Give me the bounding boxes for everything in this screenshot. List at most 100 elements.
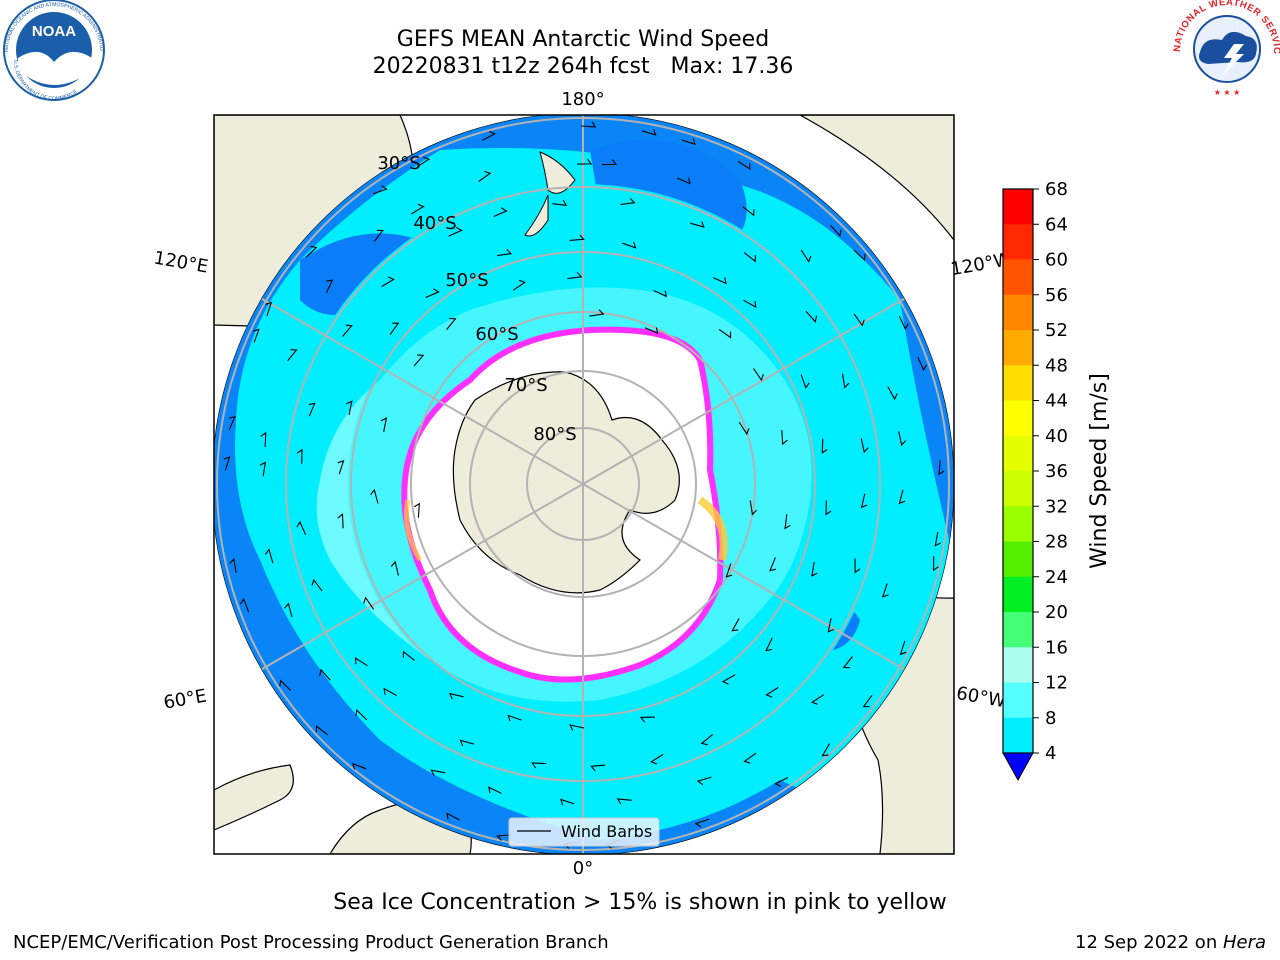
wind-barb [531,762,547,769]
wind-barb [694,818,710,828]
wind-barb [650,753,664,765]
colorbar-segment [1003,682,1033,719]
wind-barb [841,373,850,389]
wind-barb [821,438,828,454]
wind-barb [497,249,513,257]
wind-barb [577,158,593,165]
wind-barb [355,708,368,721]
wind-barb [589,309,605,317]
wind-barb [811,561,818,577]
colorbar-tick-label: 44 [1045,391,1068,412]
wind-barb [342,324,353,337]
wind-barb [446,812,460,821]
wind-barb [899,640,907,656]
wind-barb [569,234,585,241]
wind-barb [743,299,757,309]
wind-barb [765,686,779,698]
wind-barb [743,252,756,263]
lon-label-180: 180° [561,89,604,110]
cloud-icon [1199,31,1257,64]
wind-barb [228,416,236,430]
wind-barb [590,764,606,772]
wind-barb [279,679,291,691]
wind-barb [810,694,825,705]
wind-barb [601,159,618,166]
wind-barb [854,558,861,574]
colorbar-tick-label: 20 [1045,602,1068,623]
colorbar-segment [1003,576,1033,613]
sea-ice-caption: Sea Ice Concentration > 15% is shown in … [333,890,947,915]
wind-barb [325,279,334,294]
wind-barb [337,513,344,529]
wind-barb [229,558,237,574]
lon-label-60w: 60°W [955,683,1008,712]
wind-barb [287,349,298,362]
wind-barb [898,315,909,331]
wind-barb [644,327,659,335]
wind-barb [800,374,810,389]
wind-barb [425,288,440,299]
colorbar-label: Wind Speed [m/s] [1087,373,1112,569]
footer-credit: NCEP/EMC/Verification Post Processing Pr… [13,932,609,953]
wind-barb [881,583,889,598]
colorbar-segment [1003,647,1033,683]
colorbar-segment [1003,330,1033,366]
nws-logo: NATIONAL WEATHER SERVICE ★ ★ ★ [0,0,1280,97]
footer-host: Hera [1222,932,1266,953]
colorbar-tick-label: 52 [1045,320,1068,341]
wind-barb [493,207,508,218]
wind-barb [898,489,906,505]
wind-barb [821,743,830,757]
lat-label-40s: 40°S [413,213,456,234]
wind-barb [681,138,696,146]
colorbar: 68 64 60 56 52 48 44 40 36 32 28 24 20 16 12 8 4 Wind Sp… [1002,179,1112,782]
wind-barb [308,402,316,417]
wind-barb [742,206,755,217]
wind-barb [373,185,388,195]
colorbar-segment [1003,541,1033,578]
wind-barb [738,421,750,436]
wind-barb [337,460,345,475]
footer-date: 12 Sep 2022 on Hera [1075,932,1266,953]
wind-barb [862,694,873,708]
wind-barb [743,752,757,764]
wind-barb [934,531,941,547]
wind-barb [938,460,945,476]
svg-text:★ ★ ★: ★ ★ ★ [1214,88,1241,97]
wind-barb [413,502,420,518]
wind-barb [239,597,250,613]
colorbar-tick-label: 60 [1045,250,1068,271]
colorbar-tick-label: 12 [1045,673,1068,694]
wind-barb [690,221,705,228]
wind-barb [712,277,727,285]
wind-barb [389,322,400,335]
wind-barb [319,668,331,681]
wind-barb [402,650,415,661]
colorbar-tick-label: 8 [1045,708,1056,729]
wind-barb [448,226,463,237]
wind-barb [560,798,575,806]
wind-barb [352,762,367,770]
wind-barb [737,160,751,171]
wind-barb [753,368,764,382]
wind-barb [413,354,425,367]
colorbar-tick-label: 4 [1045,743,1056,764]
wind-barb [721,674,736,685]
wind-barb [860,493,868,509]
colorbar-tick-label: 28 [1045,532,1068,553]
colorbar-tick-label: 36 [1045,461,1068,482]
wind-barb [260,431,267,447]
wind-barb [825,500,832,516]
wind-barb [346,400,353,416]
lon-label-120e: 120°E [152,247,210,277]
wind-barb [305,245,318,258]
wind-barb [507,714,522,722]
wind-barb [373,229,384,242]
colorbar-tick-label: 16 [1045,637,1068,658]
wind-barb [416,156,431,168]
wind-barb [363,596,375,610]
wind-barbs [223,121,945,849]
wind-barb [370,488,379,504]
wind-barb [296,520,307,536]
